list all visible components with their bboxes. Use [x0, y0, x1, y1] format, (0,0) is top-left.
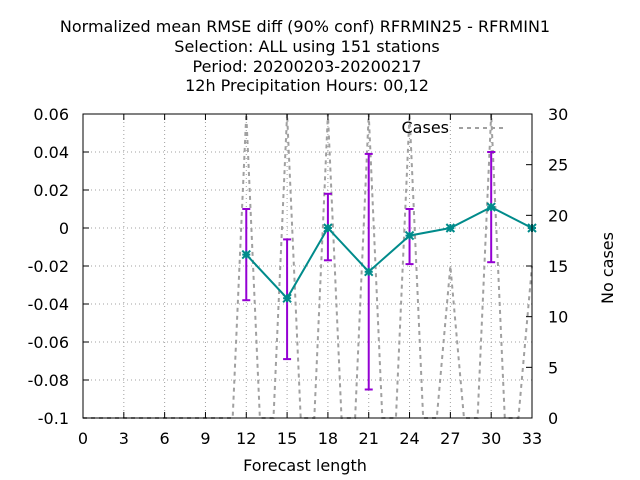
x-axis-label: Forecast length — [243, 456, 367, 475]
y-tick-label: 0.02 — [33, 181, 69, 200]
data-point — [445, 223, 456, 233]
y2-tick-label: 0 — [548, 409, 558, 428]
x-tick-label: 0 — [78, 429, 88, 448]
y2-tick-label: 10 — [548, 308, 568, 327]
data-point — [282, 293, 292, 304]
main-series — [241, 151, 537, 391]
y2-tick-labels: 0 5 10 15 20 25 30 — [548, 105, 568, 428]
y-tick-label: 0.04 — [33, 143, 69, 162]
y-tick-label: -0.1 — [38, 409, 69, 428]
legend: Cases — [402, 118, 505, 137]
y-tick-label: -0.06 — [28, 333, 69, 352]
y2-tick-label: 15 — [548, 257, 568, 276]
x-tick-label: 18 — [318, 429, 338, 448]
legend-label-cases: Cases — [402, 118, 450, 137]
x-tick-label: 9 — [200, 429, 210, 448]
x-tick-label: 21 — [359, 429, 379, 448]
x-tick-label: 15 — [277, 429, 297, 448]
chart-title: Normalized mean RMSE diff (90% conf) RFR… — [60, 17, 550, 95]
data-point — [241, 249, 251, 260]
x-tick-label: 33 — [522, 429, 542, 448]
grid-lines — [83, 114, 532, 418]
x-tick-label: 6 — [160, 429, 170, 448]
y2-tick-label: 20 — [548, 206, 568, 225]
y2-tick-label: 30 — [548, 105, 568, 124]
y-tick-label: -0.02 — [28, 257, 69, 276]
title-line-4: 12h Precipitation Hours: 00,12 — [185, 76, 429, 95]
x-tick-labels: 0 3 6 9 12 15 18 21 24 27 30 33 — [78, 429, 542, 448]
y-tick-label: -0.04 — [28, 295, 69, 314]
x-tick-label: 24 — [399, 429, 419, 448]
y-tick-label: 0.06 — [33, 105, 69, 124]
x-tick-label: 3 — [119, 429, 129, 448]
title-line-2: Selection: ALL using 151 stations — [174, 37, 439, 56]
series-line — [245, 205, 533, 300]
x-tick-label: 12 — [236, 429, 256, 448]
y2-tick-label: 5 — [548, 358, 558, 377]
y2-tick-label: 25 — [548, 156, 568, 175]
x-tick-label: 30 — [481, 429, 501, 448]
data-point — [364, 266, 374, 277]
data-point — [323, 223, 333, 233]
title-line-1: Normalized mean RMSE diff (90% conf) RFR… — [60, 17, 550, 36]
data-point — [404, 230, 415, 241]
title-line-3: Period: 20200203-20200217 — [192, 57, 421, 76]
y2-axis-label: No cases — [598, 232, 617, 304]
y-tick-label: -0.08 — [28, 371, 69, 390]
y-tick-labels: -0.1 -0.08 -0.06 -0.04 -0.02 0 0.02 0.04 0.06 — [28, 105, 69, 428]
y-tick-label: 0 — [59, 219, 69, 238]
axis-ticks — [82, 113, 533, 419]
data-point — [486, 202, 496, 212]
x-tick-label: 27 — [440, 429, 460, 448]
